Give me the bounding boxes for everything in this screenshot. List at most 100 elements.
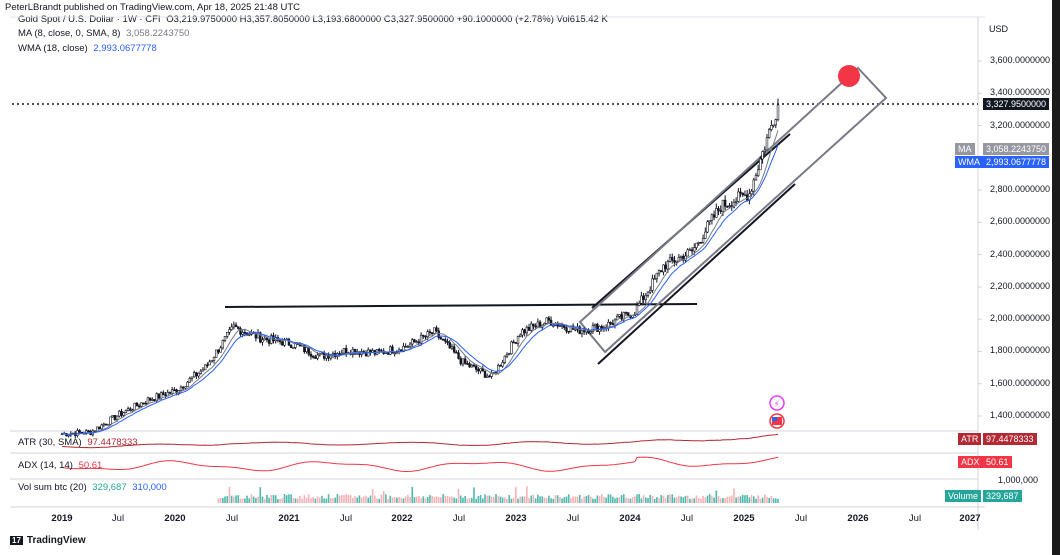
volume-legend[interactable]: Vol sum btc (20) 329,687 310,000	[18, 482, 170, 493]
volume-bar	[228, 486, 231, 503]
volume-bar	[684, 495, 687, 503]
volume-bar	[658, 498, 660, 503]
candle-body	[122, 412, 125, 416]
volume-bar	[435, 496, 438, 503]
candle-body	[344, 347, 348, 354]
channel-projection-box[interactable]	[578, 66, 888, 354]
volume-bar	[634, 496, 636, 503]
candle-body	[527, 326, 531, 331]
candle-body	[353, 348, 357, 355]
tradingview-logo[interactable]: 17 TradingView	[10, 535, 86, 546]
volume-bar	[594, 498, 596, 503]
candle-body	[534, 325, 537, 328]
time-axis-label: 2019	[51, 513, 73, 524]
candle-body	[682, 255, 685, 261]
time-axis-label: Jul	[452, 513, 466, 524]
candle-body	[593, 323, 597, 327]
volume-bar	[288, 494, 290, 503]
atr-legend[interactable]: ATR (30, SMA) 97.4478333	[18, 437, 141, 448]
candle-body	[448, 342, 451, 349]
candle-body	[505, 354, 509, 357]
candle-body	[311, 356, 315, 358]
volume-bar	[543, 497, 546, 503]
volume-bar	[433, 496, 436, 503]
candle-body	[157, 393, 161, 399]
candle-body	[519, 334, 522, 337]
price-axis-label: 2,200.0000000	[989, 280, 1050, 291]
candle-body	[479, 368, 482, 372]
adx-legend[interactable]: ADX (14, 14) 50.61	[18, 460, 105, 471]
volume-bar	[420, 498, 422, 503]
candle-body	[525, 326, 529, 334]
volume-bar	[704, 497, 707, 503]
volume-bar	[552, 498, 555, 503]
candle-body	[578, 326, 581, 335]
candle-body	[316, 354, 319, 359]
currency-label[interactable]: USD	[988, 24, 1008, 34]
candle-body	[219, 347, 222, 353]
volume-bar	[329, 498, 332, 503]
horizontal-resistance-line[interactable]	[224, 303, 698, 308]
candle-body	[547, 317, 551, 321]
candle-body	[452, 346, 456, 353]
volume-bar	[744, 495, 746, 503]
volume-bar	[409, 496, 411, 503]
ma-legend[interactable]: MA (8, close, 0, SMA, 8) 3,058.2243750	[18, 28, 192, 39]
symbol-header: Gold Spot / U.S. Dollar · 1W · CFI O3,21…	[18, 14, 611, 25]
volume-bar	[510, 498, 513, 503]
candle-body	[620, 314, 623, 320]
candle-body	[320, 352, 324, 355]
volume-bar	[537, 494, 539, 503]
candle-body	[267, 339, 271, 344]
volume-bar	[671, 494, 674, 503]
candle-body	[437, 330, 440, 338]
adx-tag-value: 50.61	[983, 456, 1012, 468]
volume-bar	[556, 495, 559, 503]
volume-bar	[219, 498, 222, 503]
candle-body	[389, 346, 392, 355]
volume-bar	[347, 494, 350, 503]
candle-body	[761, 151, 764, 160]
volume-bar	[352, 497, 354, 503]
volume-bar	[415, 496, 418, 503]
volume-bar	[270, 495, 273, 503]
candle-body	[664, 264, 667, 270]
candle-body	[287, 338, 291, 346]
volume-bar	[279, 498, 281, 503]
candle-body	[765, 137, 769, 151]
volume-bar	[356, 497, 359, 503]
volume-bar	[733, 488, 735, 503]
candle-body	[210, 359, 214, 363]
lightning-event-icon[interactable]	[769, 395, 785, 411]
candle-body	[120, 410, 123, 416]
symbol-name[interactable]: Gold Spot / U.S. Dollar · 1W · CFI	[18, 14, 161, 25]
channel-lower-line[interactable]	[597, 183, 796, 365]
price-axis-label: 1,600.0000000	[989, 377, 1050, 388]
candle-body	[589, 331, 592, 334]
candle-body	[265, 337, 269, 341]
time-axis-label: 2026	[847, 513, 869, 524]
volume-bar	[299, 495, 301, 503]
wma-legend[interactable]: WMA (18, close) 2,993.0677778	[18, 43, 160, 54]
volume-bar	[290, 494, 292, 503]
volume-bar	[398, 496, 400, 503]
volume-bar	[693, 498, 696, 503]
volume-bar	[618, 497, 621, 503]
volume-bar	[266, 495, 268, 503]
volume-bar	[281, 497, 284, 503]
candle-body	[168, 392, 172, 394]
candle-body	[508, 353, 511, 355]
volume-bar	[611, 496, 614, 503]
volume-bar	[501, 497, 504, 503]
candle-body	[237, 326, 240, 329]
volume-bar	[578, 494, 581, 503]
volume-bar	[292, 498, 295, 503]
target-red-dot[interactable]	[838, 65, 860, 87]
candle-body	[184, 386, 187, 389]
volume-bar	[257, 496, 259, 503]
volume-bar	[752, 496, 755, 503]
volume-bar	[706, 495, 709, 503]
volume-bar	[715, 490, 718, 503]
candle-body	[754, 175, 758, 181]
